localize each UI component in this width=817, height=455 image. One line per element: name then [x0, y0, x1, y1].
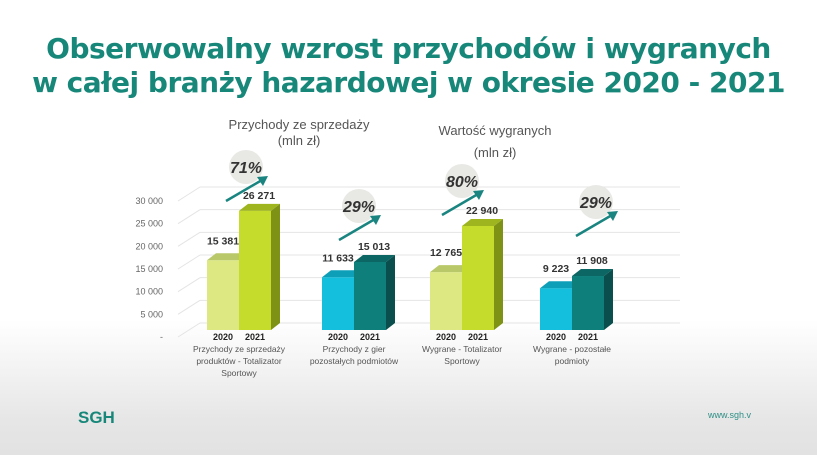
bar-side: [604, 269, 613, 330]
growth-badge: [579, 185, 613, 219]
growth-arrowhead-icon: [607, 211, 618, 221]
x-tick-label: 2021: [360, 332, 380, 342]
bar-front-2021: [239, 210, 271, 330]
section-subtitle: (mln zł): [278, 133, 321, 148]
data-label: 22 940: [466, 205, 498, 217]
x-tick-label: 2020: [436, 332, 456, 342]
growth-label: 80%: [446, 174, 478, 191]
growth-arrowhead-icon: [370, 215, 381, 225]
growth-badge: [342, 189, 376, 223]
bar-top: [354, 254, 395, 262]
y-tick-label: 30 000: [135, 196, 163, 206]
growth-badge: [445, 164, 479, 198]
data-label: 11 633: [322, 252, 354, 264]
growth-arrow-icon: [575, 213, 613, 238]
gridline-depth: [177, 277, 201, 293]
data-label: 15 013: [358, 241, 390, 253]
gridline-depth: [177, 231, 201, 247]
section-title: Przychody ze sprzedaży: [229, 117, 370, 132]
category-label: Sportowy: [444, 356, 480, 366]
footer-url[interactable]: www.sgh.v: [708, 410, 752, 420]
growth-label: 29%: [579, 195, 612, 212]
category-label: Wygrane - Totalizator: [422, 344, 502, 354]
gridline-depth: [177, 186, 201, 202]
bar-top: [462, 219, 503, 227]
bar-side: [271, 203, 280, 330]
growth-arrowhead-icon: [473, 190, 484, 200]
growth-badge: [229, 150, 263, 184]
bar-top: [239, 203, 280, 211]
bar-top: [322, 270, 363, 278]
category-label: Sportowy: [221, 368, 257, 378]
y-tick-label: 25 000: [135, 219, 163, 229]
category-label: pozostałych podmiotów: [310, 356, 399, 366]
bar-front-2021: [354, 261, 386, 330]
bar-front-2021: [462, 226, 494, 330]
bar-front-2020: [430, 272, 462, 330]
title-line-1: Obserwowalny wzrost przychodów i wygrany…: [46, 32, 771, 65]
data-label: 12 765: [430, 247, 462, 259]
y-tick-label: 5 000: [140, 309, 163, 319]
category-label: Przychody z gier: [323, 344, 386, 354]
sgh-logo: SGH: [78, 408, 115, 427]
bar-top: [540, 281, 581, 289]
x-tick-label: 2021: [245, 332, 265, 342]
data-label: 11 908: [576, 255, 608, 267]
data-label: 26 271: [243, 190, 275, 202]
bar-top: [572, 269, 613, 277]
x-tick-label: 2020: [213, 332, 233, 342]
gridline-depth: [177, 254, 201, 270]
gridline-depth: [177, 299, 201, 315]
y-tick-label: -: [160, 332, 163, 342]
category-label: podmioty: [555, 356, 590, 366]
title-line-2: w całej branży hazardowej w okresie 2020…: [32, 66, 785, 99]
bar-side: [494, 219, 503, 330]
growth-arrow-icon: [338, 217, 376, 242]
y-tick-label: 10 000: [135, 287, 163, 297]
section-subtitle: (mln zł): [474, 145, 517, 160]
bar-top: [207, 253, 248, 261]
x-tick-label: 2020: [546, 332, 566, 342]
category-label: produktów - Totalizator: [196, 356, 282, 366]
bar-front-2020: [322, 277, 354, 330]
y-tick-label: 20 000: [135, 241, 163, 251]
category-label: Wygrane - pozostałe: [533, 344, 611, 354]
gridline-depth: [177, 322, 201, 338]
growth-arrow-icon: [225, 178, 263, 203]
slide-title: Obserwowalny wzrost przychodów i wygrany…: [0, 32, 817, 100]
bar-front-2020: [540, 288, 572, 330]
growth-label: 71%: [230, 160, 262, 177]
section-title: Wartość wygranych: [439, 123, 552, 138]
category-label: Przychody ze sprzedaży: [193, 344, 286, 354]
x-tick-label: 2021: [468, 332, 488, 342]
x-tick-label: 2020: [328, 332, 348, 342]
bar-front-2020: [207, 260, 239, 330]
data-label: 9 223: [543, 263, 569, 275]
x-tick-label: 2021: [578, 332, 598, 342]
y-tick-label: 15 000: [135, 264, 163, 274]
growth-arrow-icon: [441, 192, 479, 217]
bar-top: [430, 265, 471, 273]
data-label: 15 381: [207, 235, 239, 247]
growth-arrowhead-icon: [257, 176, 268, 186]
gridline-depth: [177, 209, 201, 225]
bar-front-2021: [572, 276, 604, 330]
bar-side: [386, 254, 395, 330]
growth-label: 29%: [342, 199, 375, 216]
